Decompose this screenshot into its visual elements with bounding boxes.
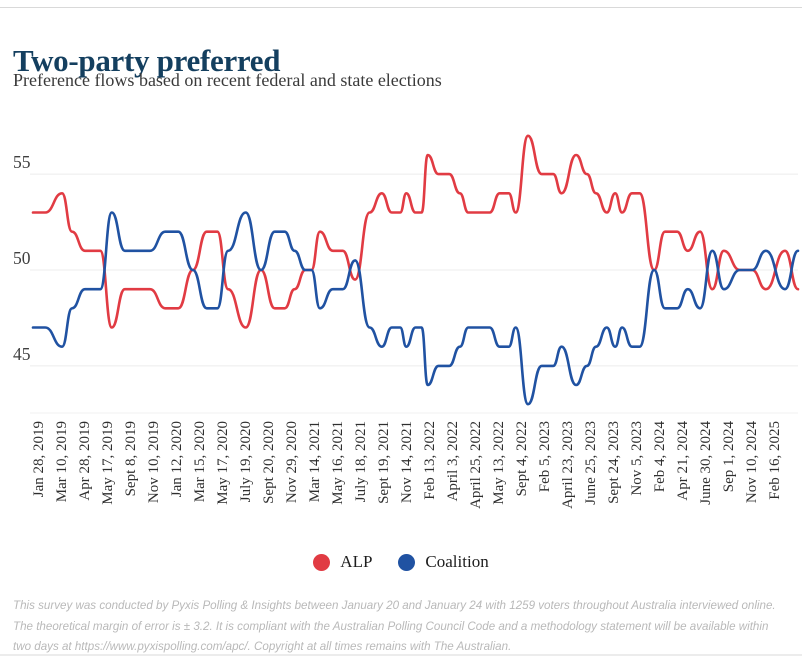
legend-item-alp: ALP bbox=[313, 552, 372, 572]
svg-text:July 19, 2020: July 19, 2020 bbox=[238, 421, 254, 502]
svg-text:Jan 12, 2020: Jan 12, 2020 bbox=[169, 421, 185, 497]
svg-text:June 30, 2024: June 30, 2024 bbox=[698, 421, 714, 505]
svg-text:July 18, 2021: July 18, 2021 bbox=[353, 421, 369, 502]
svg-text:Nov 10, 2019: Nov 10, 2019 bbox=[146, 421, 162, 503]
svg-text:Sept 20, 2020: Sept 20, 2020 bbox=[261, 421, 277, 504]
svg-text:May 16, 2021: May 16, 2021 bbox=[330, 421, 346, 505]
svg-text:Feb 5, 2023: Feb 5, 2023 bbox=[537, 421, 553, 492]
svg-text:Sept 4, 2022: Sept 4, 2022 bbox=[514, 421, 530, 496]
svg-text:Mar 15, 2020: Mar 15, 2020 bbox=[192, 421, 208, 502]
svg-text:April 23, 2023: April 23, 2023 bbox=[560, 421, 576, 509]
legend-label-coalition: Coalition bbox=[425, 552, 489, 571]
top-divider bbox=[0, 7, 802, 8]
tpp-line-chart: 55 50 45 Jan 28, 2019 Mar 10, 2019 Apr 28, 2… bbox=[13, 134, 800, 509]
coalition-series-swatch-icon bbox=[398, 553, 416, 571]
svg-text:Jan 28, 2019: Jan 28, 2019 bbox=[31, 421, 47, 497]
svg-text:Apr 28, 2019: Apr 28, 2019 bbox=[77, 421, 93, 501]
svg-text:Mar 14, 2021: Mar 14, 2021 bbox=[307, 421, 323, 502]
svg-text:Feb 16, 2025: Feb 16, 2025 bbox=[767, 421, 783, 500]
alp-series-swatch-icon bbox=[313, 553, 331, 571]
svg-text:Apr 21, 2024: Apr 21, 2024 bbox=[675, 421, 691, 501]
svg-text:Nov 29, 2020: Nov 29, 2020 bbox=[284, 421, 300, 503]
page-title: Two-party preferred bbox=[13, 42, 281, 78]
legend-item-coalition: Coalition bbox=[398, 552, 489, 572]
svg-text:45: 45 bbox=[13, 344, 31, 364]
x-axis-labels: Jan 28, 2019 Mar 10, 2019 Apr 28, 2019 May … bbox=[31, 421, 783, 509]
svg-text:Sept 24, 2023: Sept 24, 2023 bbox=[606, 421, 622, 504]
svg-text:Nov 14, 2021: Nov 14, 2021 bbox=[399, 421, 415, 503]
svg-text:Feb 13, 2022: Feb 13, 2022 bbox=[422, 421, 438, 500]
svg-text:May 13, 2022: May 13, 2022 bbox=[491, 421, 507, 505]
svg-text:May 17, 2019: May 17, 2019 bbox=[100, 421, 116, 505]
svg-text:Sep 1, 2024: Sep 1, 2024 bbox=[721, 421, 737, 493]
y-axis-labels: 55 50 45 bbox=[13, 152, 31, 364]
chart-legend: ALP Coalition bbox=[0, 552, 802, 572]
bottom-divider bbox=[0, 654, 802, 656]
svg-text:Mar 10, 2019: Mar 10, 2019 bbox=[54, 421, 70, 502]
svg-text:Sept 19, 2021: Sept 19, 2021 bbox=[376, 421, 392, 504]
alp-line bbox=[31, 134, 800, 329]
series-lines bbox=[31, 134, 800, 406]
page-subtitle: Preference flows based on recent federal… bbox=[13, 70, 442, 90]
svg-text:April 25, 2022: April 25, 2022 bbox=[468, 421, 484, 509]
svg-text:May 17, 2020: May 17, 2020 bbox=[215, 421, 231, 505]
legend-label-alp: ALP bbox=[340, 552, 373, 571]
svg-text:55: 55 bbox=[13, 152, 31, 172]
svg-text:Sept 8, 2019: Sept 8, 2019 bbox=[123, 421, 139, 496]
svg-text:Nov 10, 2024: Nov 10, 2024 bbox=[744, 421, 760, 504]
gridlines bbox=[30, 173, 798, 414]
methodology-note: This survey was conducted by Pyxis Polli… bbox=[13, 599, 776, 654]
svg-text:50: 50 bbox=[13, 248, 31, 268]
coalition-line bbox=[31, 211, 800, 406]
svg-text:June 25, 2023: June 25, 2023 bbox=[583, 421, 599, 505]
svg-text:Nov 5, 2023: Nov 5, 2023 bbox=[629, 421, 645, 496]
svg-text:Feb 4, 2024: Feb 4, 2024 bbox=[652, 421, 668, 493]
svg-text:April 3, 2022: April 3, 2022 bbox=[445, 421, 461, 501]
